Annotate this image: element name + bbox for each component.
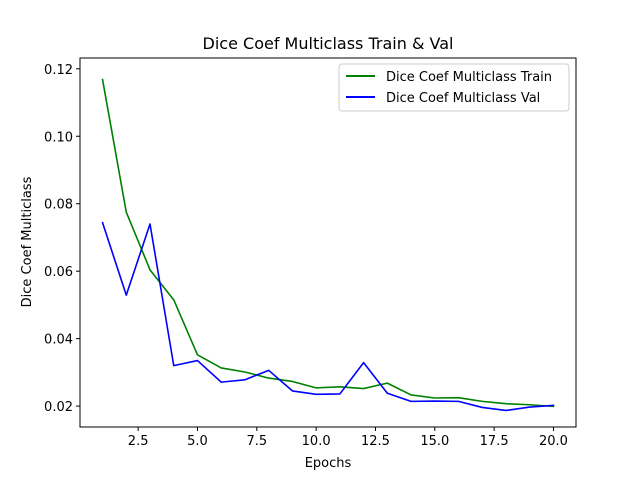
legend-label-train: Dice Coef Multiclass Train [386, 70, 552, 85]
chart-title: Dice Coef Multiclass Train & Val [203, 34, 454, 53]
x-tick-label: 17.5 [480, 434, 509, 449]
x-tick-label: 12.5 [361, 434, 390, 449]
legend-label-val: Dice Coef Multiclass Val [386, 91, 540, 106]
series-lines [101, 78, 555, 412]
x-axis-label: Epochs [305, 456, 352, 471]
series-line-val [101, 221, 555, 412]
y-tick-label: 0.04 [44, 333, 73, 348]
x-tick-label: 15.0 [420, 434, 449, 449]
x-tick-label: 10.0 [302, 434, 331, 449]
y-tick-label: 0.12 [44, 63, 73, 78]
y-tick-label: 0.02 [44, 400, 73, 415]
plot-frame [79, 57, 577, 428]
x-tick-label: 7.5 [246, 434, 267, 449]
ticks: 2.5 5.0 7.5 10.0 12.5 15.0 17.5 20.0 0.02 0.04 0.0… [44, 63, 568, 449]
y-tick-label: 0.10 [44, 130, 73, 145]
x-tick-label: 20.0 [539, 434, 568, 449]
legend-box [338, 63, 570, 112]
y-tick-label: 0.06 [44, 265, 73, 280]
series-line-train [101, 78, 555, 408]
x-tick-label: 5.0 [187, 434, 208, 449]
x-tick-label: 2.5 [128, 434, 149, 449]
y-axis-label: Dice Coef Multiclass [20, 176, 35, 307]
y-tick-label: 0.08 [44, 198, 73, 213]
legend: Dice Coef Multiclass Train Dice Coef Mul… [338, 63, 570, 112]
